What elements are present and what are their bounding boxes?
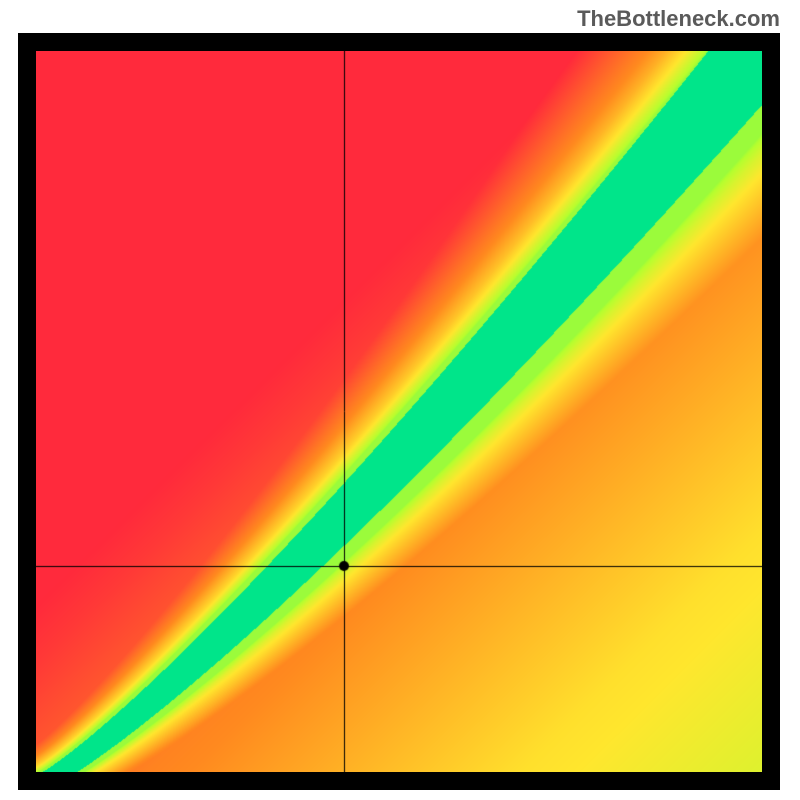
watermark-text: TheBottleneck.com <box>577 6 780 32</box>
bottleneck-heatmap <box>36 51 762 772</box>
chart-container: { "watermark": { "text": "TheBottleneck.… <box>0 0 800 800</box>
